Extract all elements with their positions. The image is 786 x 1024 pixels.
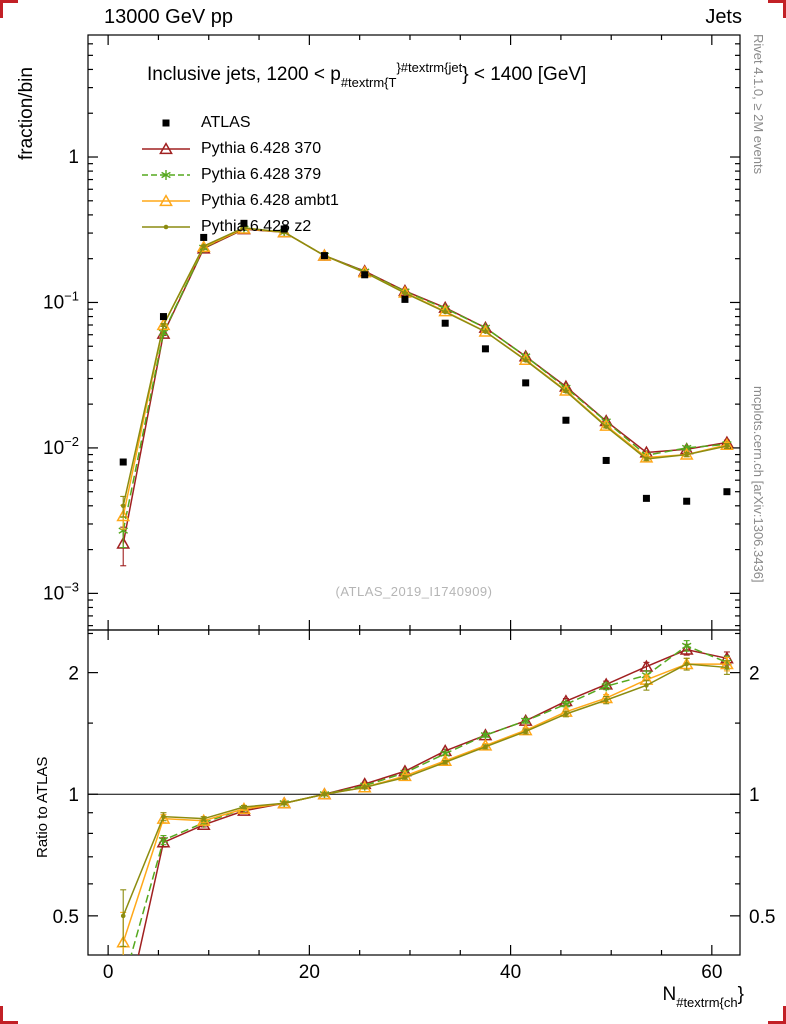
x-axis-title-post: } <box>737 984 744 1005</box>
series-ratio-pythia-6-428-379 <box>120 640 732 955</box>
x-tick-label: 40 <box>500 962 521 983</box>
legend-item-pythia-6-428-z2: Pythia 6.428 z2 <box>140 214 339 240</box>
legend-label: Pythia 6.428 z2 <box>201 218 312 235</box>
legend-triangle-icon <box>142 194 190 207</box>
series-ratio-pythia-6-428-z2 <box>120 657 730 947</box>
plot-title-superscript: }#textrm{jet <box>396 60 463 75</box>
legend-star-icon <box>142 170 190 180</box>
x-tick-label: 60 <box>701 962 722 983</box>
crop-mark-bottom-left <box>0 1006 18 1024</box>
plot-title-post: } < 1400 [GeV] <box>462 64 587 85</box>
legend-label: Pythia 6.428 379 <box>201 166 322 183</box>
legend-item-pythia-6-428-370: Pythia 6.428 370 <box>140 136 339 162</box>
ratio-tick-label-right: 0.5 <box>749 907 775 928</box>
legend-dot-icon <box>142 224 190 230</box>
beam-energy-label: 13000 GeV pp <box>104 6 233 28</box>
legend-square-icon <box>162 119 170 127</box>
legend-item-pythia-6-428-ambt1: Pythia 6.428 ambt1 <box>140 188 339 214</box>
plot-title-subscript: #textrm{T <box>340 75 397 90</box>
mcplots-credit-label: mcplots.cern.ch [arXiv:1306.3436] <box>751 386 766 583</box>
x-axis-title-pre: N <box>662 984 677 1005</box>
y-tick-label: 10−2 <box>43 434 79 459</box>
legend-item-pythia-6-428-379: Pythia 6.428 379 <box>140 162 339 188</box>
series-top-pythia-6-428-z2 <box>120 225 730 518</box>
y-tick-label: 10−1 <box>43 288 79 313</box>
analysis-topic-label: Jets <box>705 6 742 28</box>
series-top-pythia-6-428-ambt1 <box>116 221 734 530</box>
y-tick-label: 10−3 <box>43 579 79 604</box>
crop-mark-bottom-right <box>768 1006 786 1024</box>
y-axis-title-ratio-panel: Ratio to ATLAS <box>34 756 51 858</box>
plot-title-pre: Inclusive jets, 1200 < p <box>147 64 341 85</box>
watermark-analysis-id: (ATLAS_2019_I1740909) <box>335 584 493 599</box>
crop-mark-top-left <box>0 0 18 18</box>
series-top-pythia-6-428-379 <box>118 223 732 549</box>
ratio-tick-label-left: 2 <box>68 664 79 685</box>
series-ratio-pythia-6-428-370 <box>137 642 734 955</box>
series-top-pythia-6-428-370 <box>116 222 734 567</box>
legend-item-atlas: ATLAS <box>140 110 339 136</box>
rivet-version-label: Rivet 4.1.0, ≥ 2M events <box>751 34 766 175</box>
y-axis-title-top-panel: fraction/bin <box>16 67 37 160</box>
legend-label: ATLAS <box>201 114 251 131</box>
x-axis-title: N#textrm{ch} <box>662 984 744 1010</box>
x-tick-label: 20 <box>299 962 320 983</box>
ratio-tick-label-left: 1 <box>68 785 79 806</box>
plot-title: Inclusive jets, 1200 < p#textrm{T}#textr… <box>147 60 586 90</box>
x-axis-title-subscript: #textrm{ch <box>676 995 738 1010</box>
legend-label: Pythia 6.428 370 <box>201 140 322 157</box>
ratio-tick-label-right: 2 <box>749 664 760 685</box>
x-tick-label: 0 <box>103 962 114 983</box>
crop-mark-top-right <box>768 0 786 18</box>
series-ratio-pythia-6-428-ambt1 <box>116 656 734 955</box>
ratio-tick-label-right: 1 <box>749 785 760 806</box>
y-tick-label: 1 <box>68 147 79 168</box>
ratio-panel-frame <box>87 629 741 956</box>
legend-label: Pythia 6.428 ambt1 <box>201 192 339 209</box>
legend: ATLAS Pythia 6.428 370 Pythia 6.428 379 Pyt… <box>140 110 339 240</box>
series-top-atlas <box>119 219 731 505</box>
legend-triangle-icon <box>142 142 190 155</box>
ratio-tick-label-left: 0.5 <box>53 907 79 928</box>
